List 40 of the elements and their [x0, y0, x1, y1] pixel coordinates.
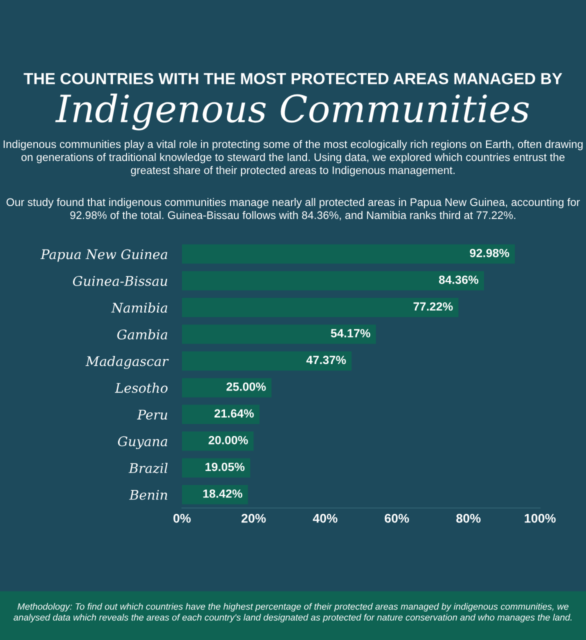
y-tick-label: Madagascar [86, 356, 169, 369]
bar [182, 244, 515, 264]
y-tick-label: Gambia [117, 329, 168, 340]
bar [182, 298, 458, 318]
x-tick-label: 80% [456, 514, 481, 523]
data-label: 19.05% [206, 462, 245, 472]
x-tick-label: 100% [524, 514, 556, 523]
data-label: 21.64% [214, 409, 254, 418]
chart-title: THE COUNTRIES WITH THE MOST PROTECTED AREAS MANAGED BY [24, 72, 562, 84]
data-label: 54.17% [330, 329, 370, 338]
bar [182, 271, 484, 290]
y-tick-label: Guinea-Bissau [73, 276, 168, 286]
chart-subtitle: Indigenous Communities [55, 94, 529, 130]
text: Methodology: To find out which countries have the highest percentage of their protected areas managed by indigenous communities, we analysed data which reveals the areas of each country's land designated as protected for nature conservation and who manages the land. [14, 603, 572, 622]
data-label: 25.00% [226, 382, 266, 391]
bar [182, 351, 352, 371]
data-label: 47.37% [306, 356, 346, 364]
bar [182, 485, 248, 504]
x-tick-label: 20% [242, 514, 266, 523]
text: Indigenous communities play a vital role in protecting some of the most ecologically rich regions on Earth, often drawing on generations of traditional knowledge to steward the land. Using data, we explored which countries entrust the greatest share of their protected areas to Indigenous management. [4, 140, 583, 176]
y-tick-label: Papua New Guinea [40, 249, 168, 262]
bar [182, 378, 272, 398]
data-label: 84.36% [438, 276, 478, 284]
data-label: 77.22% [414, 302, 453, 311]
y-tick-label: Benin [129, 490, 168, 500]
data-label: 18.42% [203, 489, 242, 498]
y-tick-label: Namibia [111, 302, 168, 313]
x-tick-label: 40% [312, 514, 338, 523]
bar [182, 432, 254, 451]
x-tick-label: 0% [173, 514, 191, 523]
bar [182, 324, 376, 344]
data-label: 92.98% [470, 248, 510, 258]
y-tick-label: Peru [137, 410, 168, 420]
y-tick-label: Lesotho [114, 382, 168, 393]
y-tick-label: Guyana [118, 436, 168, 450]
y-tick-label: Brazil [128, 462, 168, 474]
data-label: 20.00% [208, 436, 248, 444]
bar [182, 404, 260, 424]
text: Our study found that indigenous communities manage nearly all protected areas in Papua New Guinea, accounting for 92.98% of the total. Guinea-Bissau follows with 84.36%, and Namibia ranks third at 77.22%. [6, 198, 580, 220]
x-tick-label: 60% [384, 514, 409, 523]
